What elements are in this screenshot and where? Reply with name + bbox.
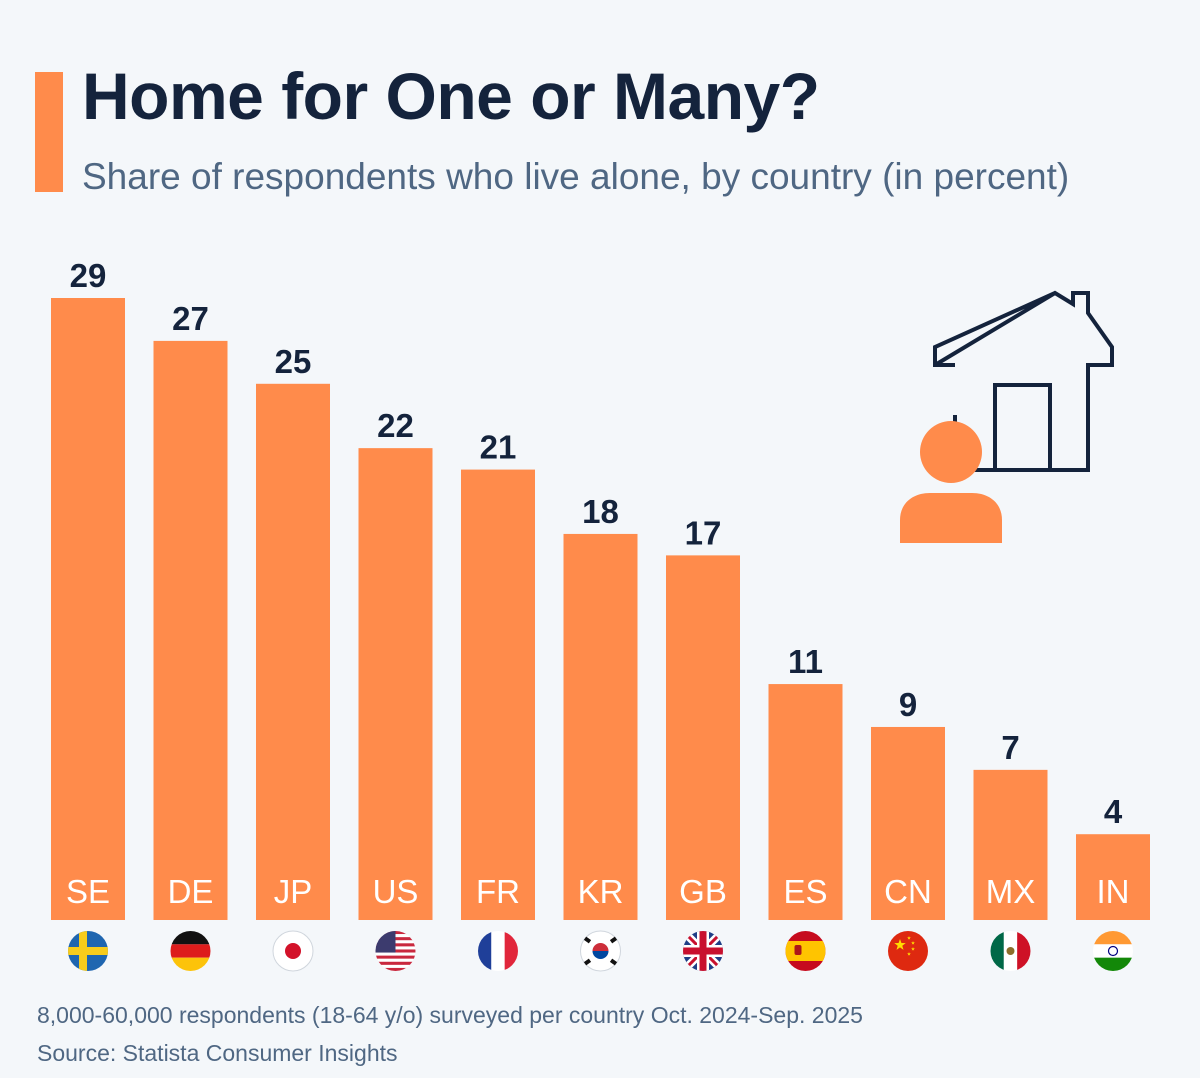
bar-jp	[256, 383, 330, 920]
flag-france-icon	[478, 931, 518, 971]
bar-us	[358, 448, 433, 920]
value-label-es: 11	[788, 643, 823, 680]
flag-uk-icon	[683, 931, 723, 971]
bar-de	[153, 340, 228, 920]
flag-japan-icon	[272, 930, 314, 972]
value-label-de: 27	[172, 300, 209, 337]
category-label-mx: MX	[986, 873, 1036, 910]
value-label-se: 29	[70, 257, 107, 294]
chart-subtitle: Share of respondents who live alone, by …	[82, 156, 1070, 197]
flag-usa-icon	[375, 931, 416, 971]
value-label-mx: 7	[1001, 729, 1019, 766]
category-label-se: SE	[66, 873, 110, 910]
category-label-cn: CN	[884, 873, 932, 910]
flag-south-korea-icon	[580, 930, 621, 972]
flag-spain-icon	[785, 931, 826, 971]
person-icon	[900, 421, 1002, 543]
bar-kr	[563, 533, 638, 920]
category-label-in: IN	[1097, 873, 1130, 910]
bar-mx	[973, 769, 1048, 920]
value-label-fr: 21	[480, 429, 517, 466]
flag-china-icon	[888, 931, 928, 971]
flag-sweden-icon	[68, 931, 108, 971]
house-icon	[933, 290, 1114, 472]
value-label-gb: 17	[685, 514, 722, 551]
flag-india-icon	[1093, 931, 1133, 971]
bar-gb	[666, 555, 740, 920]
category-label-es: ES	[783, 873, 827, 910]
value-label-in: 4	[1104, 793, 1123, 830]
bar-se	[51, 298, 125, 920]
bar-cn	[871, 726, 945, 920]
category-label-de: DE	[168, 873, 214, 910]
category-label-fr: FR	[476, 873, 520, 910]
flag-mexico-icon	[990, 931, 1031, 971]
bar-in	[1076, 834, 1150, 920]
value-label-jp: 25	[275, 343, 312, 380]
survey-note: 8,000-60,000 respondents (18-64 y/o) sur…	[37, 1002, 863, 1028]
chart-title: Home for One or Many?	[82, 59, 820, 133]
bar-es	[768, 684, 843, 920]
category-label-gb: GB	[679, 873, 727, 910]
title-accent-bar	[35, 72, 63, 192]
value-label-kr: 18	[582, 493, 619, 530]
category-label-jp: JP	[274, 873, 313, 910]
bar-fr	[461, 469, 535, 920]
category-label-us: US	[373, 873, 419, 910]
value-label-us: 22	[377, 407, 414, 444]
category-label-kr: KR	[578, 873, 624, 910]
value-label-cn: 9	[899, 686, 917, 723]
source-note: Source: Statista Consumer Insights	[37, 1040, 398, 1066]
bar-chart: 29 SE 27 DE 25 JP 22 US 21 FR 18 KR 17 GB 11 ES 9 CN 7 MX 4 I…	[51, 257, 1150, 972]
person-house-icon	[900, 290, 1114, 543]
flag-germany-icon	[170, 931, 211, 971]
